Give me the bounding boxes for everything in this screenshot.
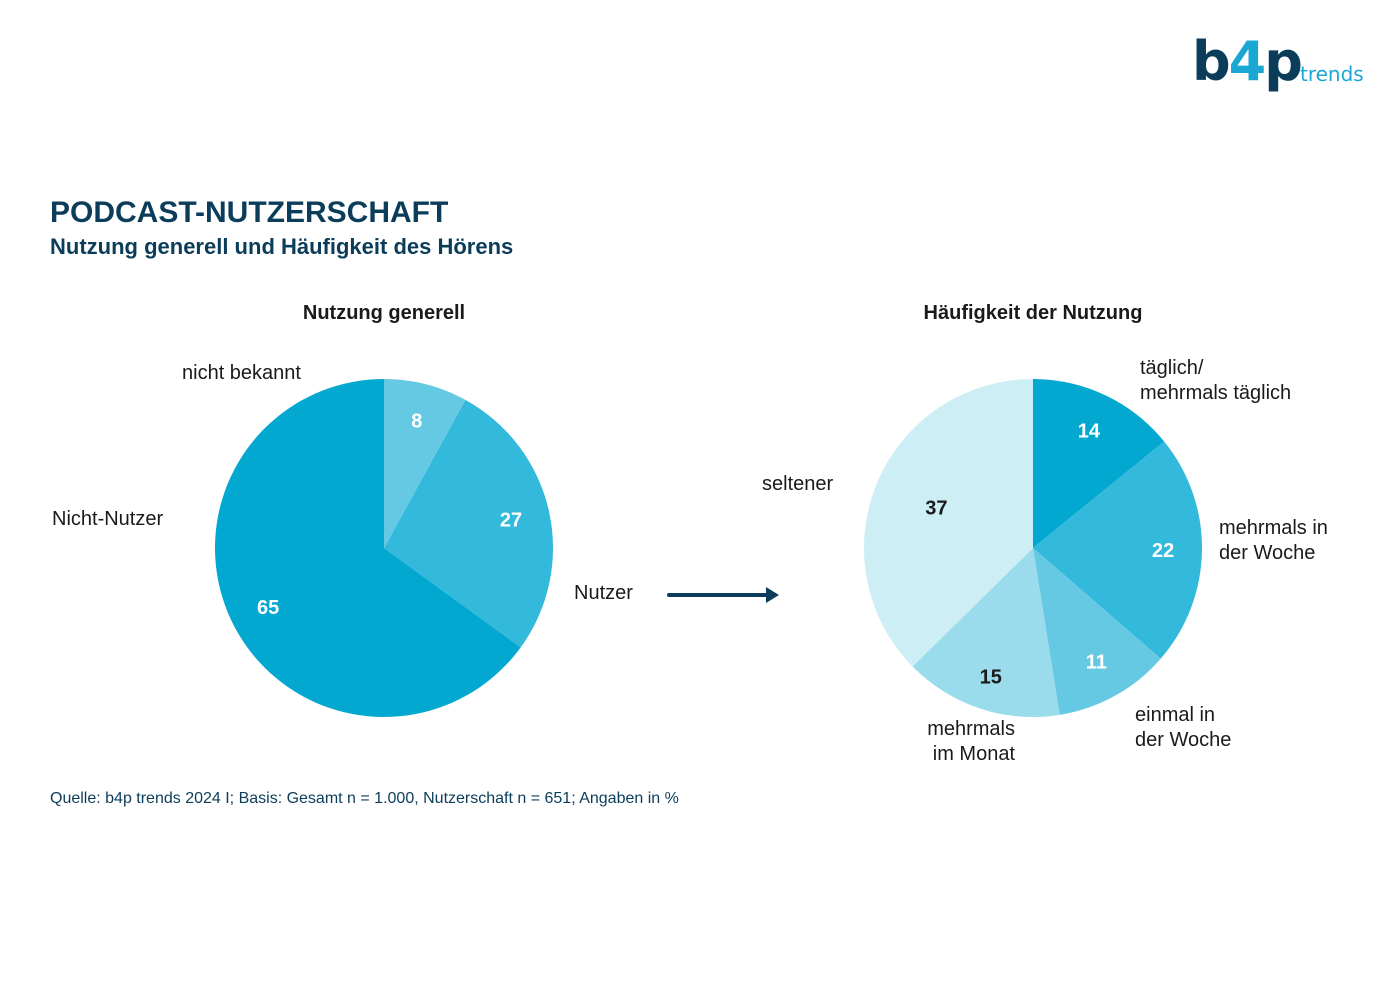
logo-4: 4 [1228, 30, 1267, 93]
pie-slice-täglich-mehrmals-täglich [1033, 379, 1165, 548]
slice-category-label: mehrmals in der Woche [1219, 517, 1328, 564]
page-title: PODCAST-NUTZERSCHAFT [50, 196, 449, 229]
slice-value-label: 14 [1078, 421, 1101, 443]
slice-value-label: 37 [925, 498, 947, 520]
page-subtitle: Nutzung generell und Häufigkeit des Höre… [50, 234, 514, 259]
slice-value-label: 65 [257, 597, 279, 619]
pie-slice-mehrmals-in-der-woche [1033, 441, 1202, 659]
chart-title: Nutzung generell [303, 302, 465, 324]
pie-chart-usage: Nutzung generell 65 Nutzer 27 Nicht-Nutzer 8 n… [52, 302, 633, 717]
connector-arrow [667, 587, 779, 603]
slice-value-label: 8 [411, 410, 422, 432]
slice-category-label: täglich/mehrmals täglich [1140, 357, 1291, 404]
pie-slice-nutzer [214, 379, 521, 717]
logo-p: p [1264, 30, 1303, 93]
pie-slice-seltener [863, 379, 1033, 667]
chart-title: Häufigkeit der Nutzung [924, 302, 1143, 324]
pie-slice-mehrmals-im-monat [912, 548, 1060, 718]
logo-wordmark: b4p [1192, 30, 1303, 93]
slice-value-label: 22 [1152, 540, 1174, 562]
pie-slice-nicht-nutzer [384, 399, 554, 648]
slice-category-label: einmal in der Woche [1135, 704, 1231, 751]
pie-slice-nicht-bekannt [384, 379, 466, 548]
source-note: Quelle: b4p trends 2024 I; Basis: Gesamt… [50, 790, 679, 807]
slice-value-label: 11 [1086, 652, 1107, 674]
logo-trends-text: trends [1300, 62, 1364, 86]
pie-slice-einmal-in-der-woche [1033, 548, 1161, 715]
slice-category-label: seltener [762, 473, 833, 495]
logo-b: b [1192, 30, 1231, 93]
slice-category-label: mehrmals im Monat [927, 718, 1015, 765]
slice-value-label: 27 [500, 510, 522, 532]
slice-category-label: Nutzer [574, 582, 633, 604]
slice-value-label: 15 [980, 666, 1002, 688]
slice-category-label: nicht bekannt [182, 362, 301, 384]
pie-chart-frequency: Häufigkeit der Nutzung 14 täglich/mehrmals… [762, 302, 1328, 765]
b4p-trends-logo: b4p trends [1192, 30, 1382, 98]
slice-category-label: Nicht-Nutzer [52, 508, 163, 530]
